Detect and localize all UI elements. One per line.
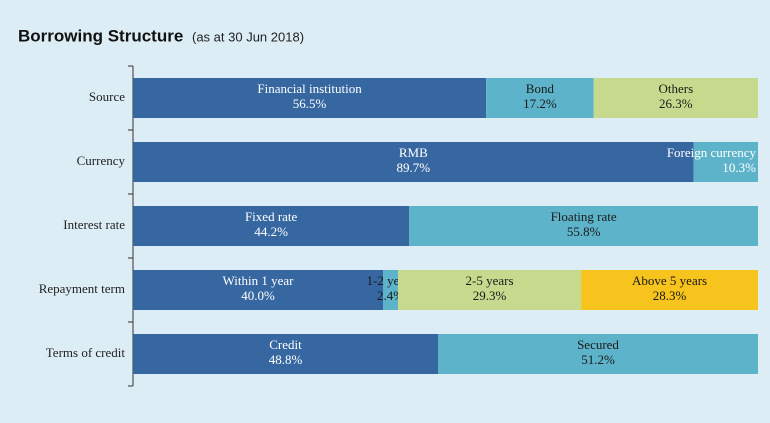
segment-value-label: 44.2% [254, 224, 288, 239]
segment-value-label: 40.0% [241, 288, 275, 303]
segment-name: Fixed rate [245, 209, 298, 224]
segment-name: Financial institution [257, 81, 362, 96]
segment-name: Above 5 years [632, 273, 707, 288]
segment-name: Floating rate [551, 209, 617, 224]
bar-segment [133, 270, 383, 310]
bar-segment [593, 78, 758, 118]
bar-segment [133, 78, 487, 118]
segment-value-label: 56.5% [293, 96, 327, 111]
segment-value-label: 89.7% [397, 160, 431, 175]
chart-title: Borrowing Structure [18, 26, 183, 45]
segment-value-label: 28.3% [653, 288, 687, 303]
category-label: Interest rate [63, 217, 125, 232]
segment-name: Credit [269, 337, 302, 352]
bar-segment [133, 206, 410, 246]
segment-value-label: 17.2% [523, 96, 557, 111]
segment-name: RMB [399, 145, 428, 160]
category-label: Source [89, 89, 125, 104]
category-label: Repayment term [39, 281, 125, 296]
segment-name: Bond [526, 81, 555, 96]
bar-segment [383, 270, 398, 310]
segment-name: Others [658, 81, 693, 96]
category-label: Terms of credit [46, 345, 126, 360]
segment-name: Secured [577, 337, 619, 352]
bar-segment [133, 142, 694, 182]
segment-name: 2-5 years [466, 273, 514, 288]
segment-value-label: 2.4% [377, 288, 404, 303]
category-label: Currency [77, 153, 126, 168]
chart-subtitle: (as at 30 Jun 2018) [192, 29, 304, 44]
segment-value-label: 51.2% [581, 352, 615, 367]
segment-name: Within 1 year [223, 273, 295, 288]
bar-segment [486, 78, 594, 118]
bar-segment [398, 270, 582, 310]
bar-segment [581, 270, 758, 310]
bar-segment [133, 334, 438, 374]
bar-segment [693, 142, 758, 182]
segment-value-label: 26.3% [659, 96, 693, 111]
bar-segment [409, 206, 758, 246]
segment-name: Foreign currency [667, 145, 757, 160]
segment-value-label: 48.8% [269, 352, 303, 367]
segment-value-label: 29.3% [473, 288, 507, 303]
segment-value-label: 10.3% [722, 160, 756, 175]
bar-segment [438, 334, 758, 374]
segment-value-label: 55.8% [567, 224, 601, 239]
